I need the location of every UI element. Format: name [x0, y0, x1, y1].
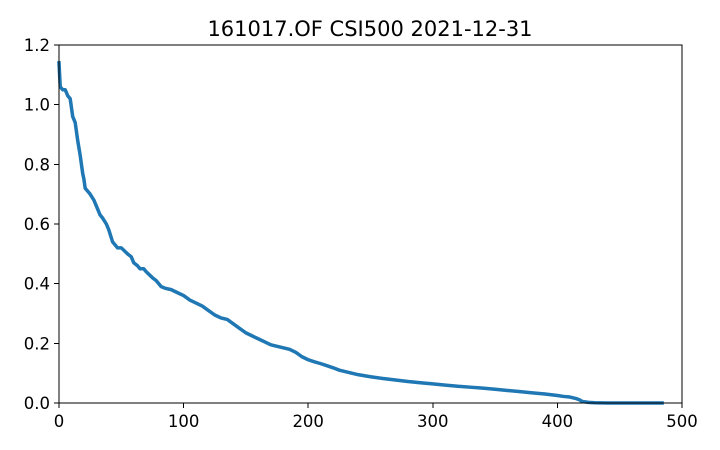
- chart-title: 161017.OF CSI500 2021-12-31: [207, 17, 532, 41]
- y-tick-label: 0.6: [24, 215, 50, 234]
- plot-area: [57, 61, 664, 405]
- x-tick-label: 200: [292, 412, 324, 431]
- x-tick-label: 400: [542, 412, 574, 431]
- y-tick-label: 0.8: [24, 155, 50, 174]
- x-tick-label: 0: [54, 412, 65, 431]
- y-tick-label: 1.0: [24, 96, 50, 115]
- x-tick-label: 100: [168, 412, 200, 431]
- y-tick-label: 0.2: [24, 334, 50, 353]
- y-tick-label: 0.0: [24, 394, 50, 413]
- x-tick-label: 300: [417, 412, 449, 431]
- axes-frame: [58, 44, 683, 404]
- axis-ticks: 0 100 200 300 400 500 0.0 0.2 0.4 0.6 0.8 1.0 1.2: [24, 36, 698, 431]
- series-line-0: [57, 61, 664, 405]
- y-tick-label: 0.4: [24, 275, 50, 294]
- x-tick-label: 500: [666, 412, 698, 431]
- y-tick-label: 1.2: [24, 36, 50, 55]
